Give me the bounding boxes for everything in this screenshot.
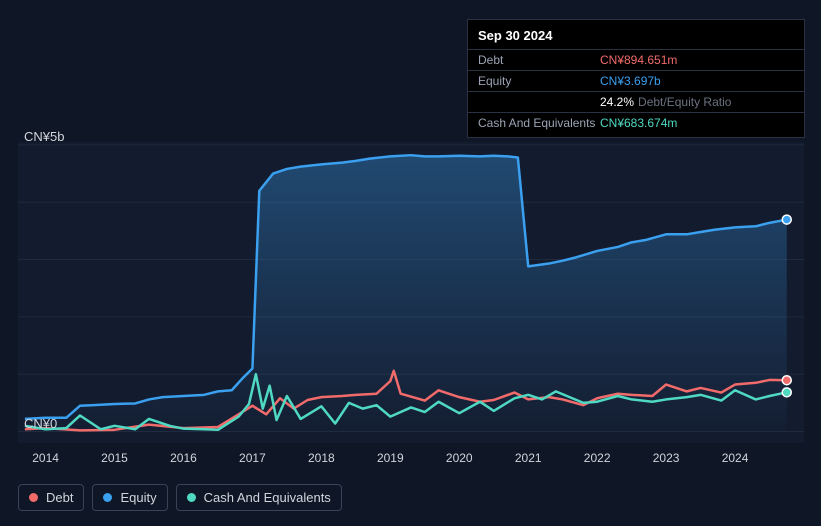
tooltip-row: Cash And EquivalentsCN¥683.674m <box>468 112 804 133</box>
series-marker-equity <box>782 215 791 224</box>
legend-item-label: Equity <box>120 490 156 505</box>
tooltip-row-label <box>478 94 600 110</box>
tooltip-row: EquityCN¥3.697b <box>468 70 804 91</box>
x-axis-tick: 2022 <box>584 451 611 465</box>
series-marker-debt <box>782 376 791 385</box>
x-axis-tick: 2014 <box>32 451 59 465</box>
tooltip-row-value: CN¥894.651m <box>600 52 677 68</box>
tooltip-row: 24.2%Debt/Equity Ratio <box>468 91 804 112</box>
x-axis-tick: 2024 <box>722 451 749 465</box>
tooltip-row-value: CN¥3.697b <box>600 73 661 89</box>
legend-dot-icon <box>103 493 112 502</box>
x-axis-tick: 2019 <box>377 451 404 465</box>
x-axis-tick: 2016 <box>170 451 197 465</box>
tooltip-row-label: Debt <box>478 52 600 68</box>
legend-item-cash[interactable]: Cash And Equivalents <box>176 484 342 511</box>
x-axis-tick: 2018 <box>308 451 335 465</box>
tooltip-title: Sep 30 2024 <box>468 24 804 49</box>
tooltip-row-value: 24.2% <box>600 94 634 110</box>
tooltip-row-label: Cash And Equivalents <box>478 115 600 131</box>
legend-dot-icon <box>187 493 196 502</box>
legend-item-equity[interactable]: Equity <box>92 484 167 511</box>
x-axis-tick: 2021 <box>515 451 542 465</box>
legend-dot-icon <box>29 493 38 502</box>
x-axis-tick: 2020 <box>446 451 473 465</box>
tooltip-row-label: Equity <box>478 73 600 89</box>
legend-item-debt[interactable]: Debt <box>18 484 84 511</box>
legend-item-label: Debt <box>46 490 73 505</box>
y-axis-label: CN¥5b <box>24 129 64 144</box>
tooltip-row-value: CN¥683.674m <box>600 115 677 131</box>
y-axis-label: CN¥0 <box>24 416 57 431</box>
series-marker-cash <box>782 388 791 397</box>
legend-item-label: Cash And Equivalents <box>204 490 331 505</box>
legend: Debt Equity Cash And Equivalents <box>18 484 342 511</box>
x-axis-tick: 2023 <box>653 451 680 465</box>
tooltip-row-suffix: Debt/Equity Ratio <box>638 94 731 110</box>
chart-tooltip: Sep 30 2024DebtCN¥894.651mEquityCN¥3.697… <box>467 19 805 138</box>
tooltip-row: DebtCN¥894.651m <box>468 49 804 70</box>
x-axis-tick: 2017 <box>239 451 266 465</box>
x-axis-tick: 2015 <box>101 451 128 465</box>
